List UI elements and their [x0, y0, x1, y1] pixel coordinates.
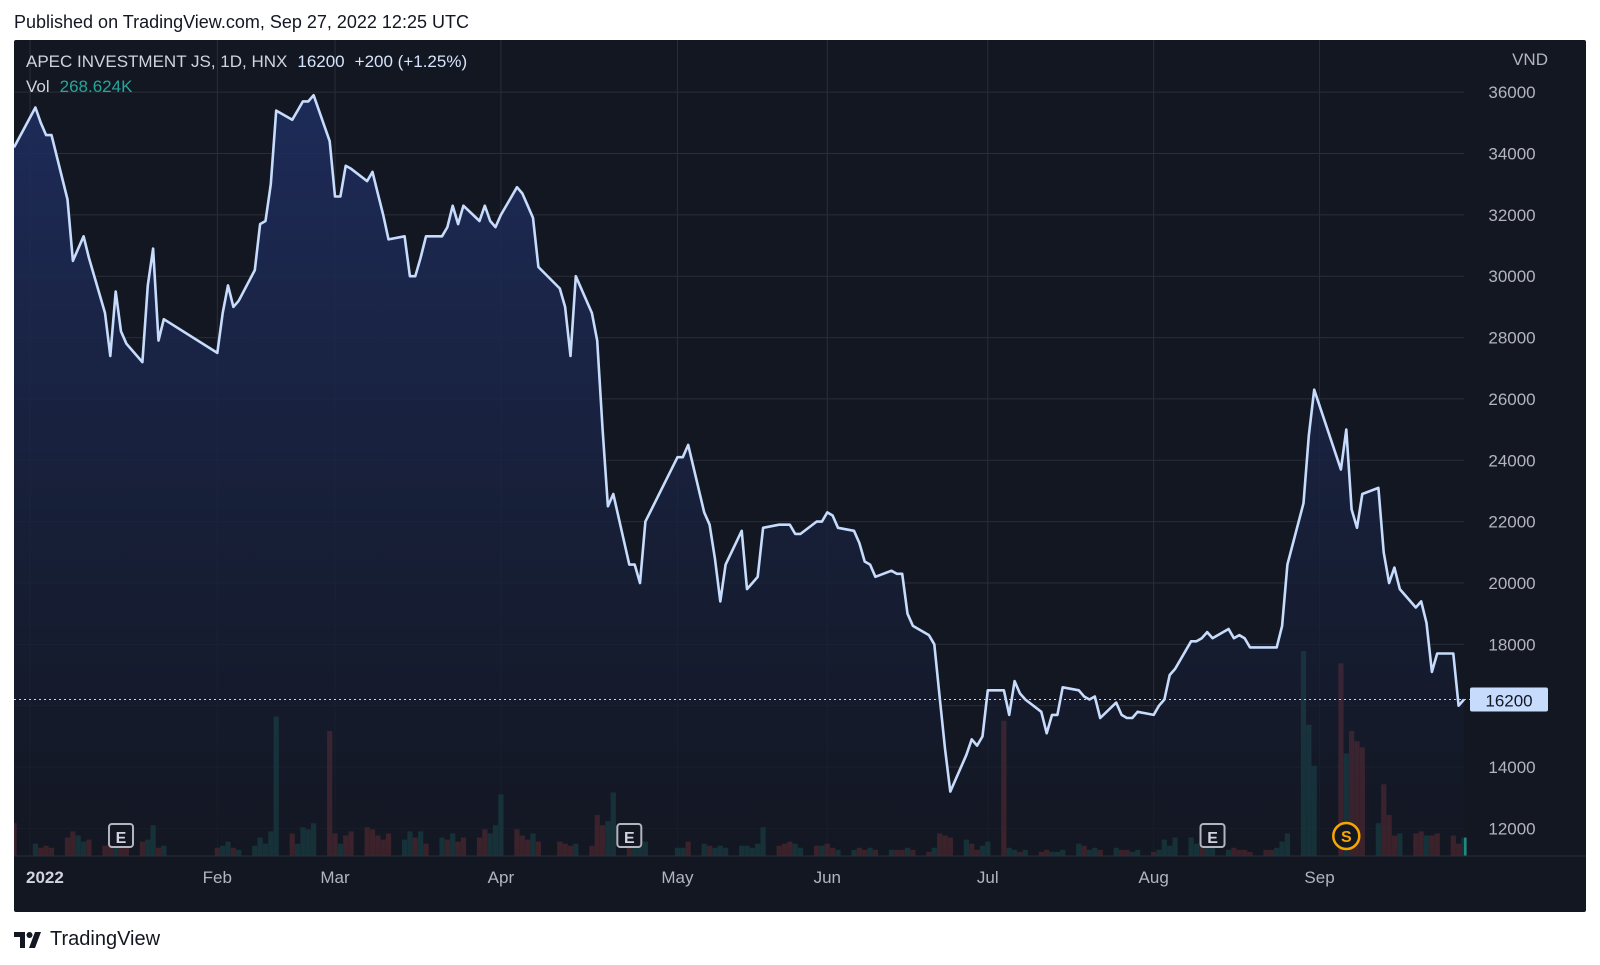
earnings-marker-label: E [1207, 830, 1218, 847]
split-marker-label: S [1341, 829, 1352, 846]
x-tick-label: May [661, 868, 694, 887]
y-tick-label: 26000 [1488, 390, 1535, 409]
earnings-marker [108, 823, 135, 848]
x-tick-label: Aug [1139, 868, 1169, 887]
x-tick-label: Jun [814, 868, 841, 887]
x-tick-label: Mar [320, 868, 350, 887]
y-tick-label: 32000 [1488, 206, 1535, 225]
published-note: Published on TradingView.com, Sep 27, 20… [14, 12, 469, 32]
x-tick-label: Feb [203, 868, 232, 887]
currency-label: VND [1512, 50, 1548, 69]
volume-value: 268.624K [59, 77, 133, 96]
y-tick-label: 12000 [1488, 819, 1535, 838]
price-area [14, 95, 1464, 856]
y-tick-label: 14000 [1488, 758, 1535, 777]
y-tick-label: 20000 [1488, 574, 1535, 593]
price-change: +200 (+1.25%) [354, 52, 468, 71]
tradingview-logo-icon [14, 931, 41, 948]
x-tick-label: Apr [488, 868, 515, 887]
earnings-marker-label: E [116, 830, 127, 847]
chart-panel[interactable]: 1200014000160001800020000220002400026000… [14, 40, 1586, 912]
y-tick-label: 18000 [1488, 635, 1535, 654]
y-tick-label: 36000 [1488, 83, 1535, 102]
price-chart[interactable]: 1200014000160001800020000220002400026000… [14, 40, 1586, 912]
earnings-marker [1199, 823, 1226, 848]
earnings-marker-label: E [624, 830, 635, 847]
x-tick-label: Sep [1304, 868, 1334, 887]
last-price: 16200 [297, 52, 345, 71]
tradingview-brand[interactable]: TradingView [14, 928, 160, 951]
price-line [14, 93, 1465, 793]
y-tick-label: 24000 [1488, 451, 1535, 470]
y-tick-label: 28000 [1488, 329, 1535, 348]
last-price-tag [1470, 687, 1548, 712]
brand-name: TradingView [50, 928, 161, 950]
y-tick-label: 34000 [1488, 145, 1535, 164]
x-tick-label: Jul [977, 868, 999, 887]
volume-legend: Vol 268.624K [26, 77, 132, 97]
symbol-label[interactable]: APEC INVESTMENT JS, 1D, HNX [26, 52, 288, 71]
last-price-tag-label: 16200 [1485, 692, 1532, 711]
y-tick-label: 30000 [1488, 267, 1535, 286]
symbol-legend: APEC INVESTMENT JS, 1D, HNX 16200 +200 (+1… [26, 52, 467, 72]
earnings-marker [616, 823, 643, 848]
volume-label[interactable]: Vol [26, 77, 50, 96]
y-tick-label: 22000 [1488, 513, 1535, 532]
x-tick-label: 2022 [26, 868, 64, 887]
split-marker [1332, 821, 1361, 851]
